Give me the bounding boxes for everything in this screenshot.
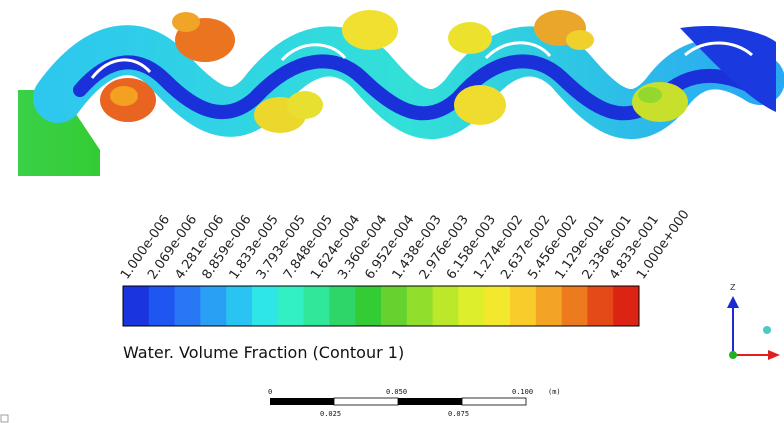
colorbar-swatch	[458, 286, 485, 326]
triad-origin	[729, 351, 737, 359]
colorbar-swatch	[226, 286, 253, 326]
colorbar-frame	[122, 285, 640, 327]
x-axis-arrow	[768, 350, 780, 360]
bulb	[566, 30, 594, 50]
colorbar-swatch	[200, 286, 227, 326]
bulb	[287, 91, 323, 119]
colorbar-swatch	[329, 286, 356, 326]
scale-segment	[398, 398, 462, 405]
colorbar-swatch	[174, 286, 201, 326]
colorbar-swatch	[148, 286, 176, 326]
inner-wall	[280, 43, 347, 62]
colorbar-swatch	[303, 286, 330, 326]
bulb	[448, 22, 492, 54]
bulb	[342, 10, 398, 50]
z-axis-arrow	[727, 296, 739, 308]
colorbar-swatch	[587, 286, 614, 326]
scale-label-0100: 0.100	[512, 388, 533, 396]
scale-label-0: 0	[268, 388, 272, 396]
corner-marker	[0, 414, 9, 423]
colorbar-swatch	[484, 286, 511, 326]
scale-label-0075: 0.075	[448, 410, 469, 418]
colorbar-swatch	[432, 286, 459, 326]
colorbar: 1.000e-0062.069e-0064.281e-0068.859e-006…	[118, 207, 693, 362]
axis-triad: Z	[727, 283, 780, 360]
bulb	[172, 12, 200, 32]
scale-label-0025: 0.025	[320, 410, 341, 418]
scale-label-0050: 0.050	[386, 388, 407, 396]
colorbar-swatch	[510, 286, 537, 326]
colorbar-swatch	[535, 286, 563, 326]
colorbar-labels: 1.000e-0062.069e-0064.281e-0068.859e-006…	[118, 207, 693, 282]
scale-unit: (m)	[548, 388, 561, 396]
colorbar-swatch	[406, 286, 434, 326]
colorbar-title: Water. Volume Fraction (Contour 1)	[123, 343, 404, 362]
z-axis-label: Z	[730, 283, 736, 292]
cavity-bulbs	[100, 10, 688, 133]
wall-outlines	[90, 41, 753, 79]
colorbar-swatch	[123, 286, 150, 326]
outlet-region	[680, 25, 776, 112]
inner-wall	[684, 41, 753, 57]
scale-segment	[461, 397, 527, 406]
scale-bar: 0 0.050 0.100 (m) 0.025 0.075	[268, 388, 561, 418]
scale-segment	[270, 398, 334, 405]
contour-domain	[18, 10, 784, 176]
scale-segment	[333, 397, 399, 406]
colorbar-swatch	[277, 286, 305, 326]
inner-wall	[484, 41, 552, 60]
colorbar-swatch	[252, 286, 279, 326]
colorbar-swatch	[381, 286, 408, 326]
colorbar-swatch	[355, 286, 382, 326]
bulb	[632, 82, 688, 122]
bulb	[454, 85, 506, 125]
bulb	[110, 86, 138, 106]
view-sphere-icon	[763, 326, 771, 334]
bulb	[638, 87, 662, 103]
colorbar-swatches	[123, 286, 640, 326]
colorbar-swatch	[613, 286, 640, 326]
inner-wall	[90, 58, 152, 79]
colorbar-swatch	[561, 286, 588, 326]
